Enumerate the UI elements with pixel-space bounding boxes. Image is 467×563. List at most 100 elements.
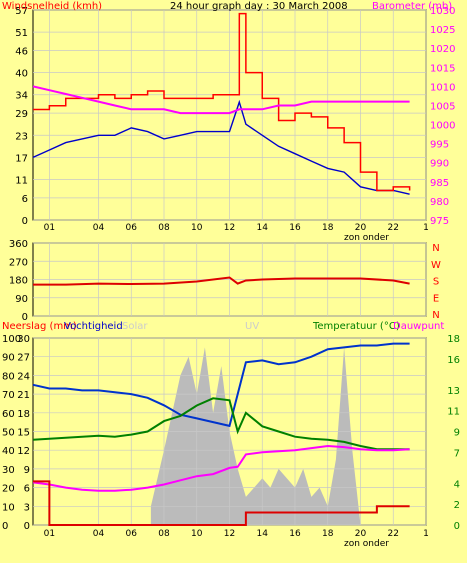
humidity-tick: 40 (2, 446, 15, 457)
y-left-tick: 17 (15, 153, 28, 164)
y-left-tick: 51 (15, 28, 28, 39)
rain-tick: 0 (24, 521, 30, 532)
wind-series (32, 99, 410, 195)
temp-tick: 2 (454, 500, 460, 511)
y-right-tick: 1010 (430, 82, 455, 93)
temperature-axis-label: Temperatuur (°C) (312, 321, 400, 332)
humidity-tick: 80 (2, 371, 15, 382)
sunset-label-panel1: zon onder (344, 233, 389, 243)
y-left-tick: 0 (22, 312, 28, 323)
rain-tick: 12 (17, 446, 30, 457)
x-tick-label: 12 (224, 529, 235, 539)
x-tick-label: 18 (322, 223, 334, 233)
humidity-tick: 50 (2, 428, 15, 439)
solar-axis-label: Solar (122, 321, 148, 332)
panel3-grid (33, 337, 427, 526)
panel3-rain-ticks: 0 3 6 9 12 15 18 21 24 27 30 (17, 334, 30, 532)
temp-tick: 0 (454, 521, 460, 532)
chart-title: 24 hour graph day : 30 March 2008 (170, 1, 348, 12)
humidity-series (32, 342, 410, 428)
y-left-tick: 46 (15, 47, 28, 58)
humidity-tick: 0 (2, 521, 8, 532)
y-left-tick: 6 (22, 194, 28, 205)
y-right-tick: 990 (430, 159, 449, 170)
humidity-tick: 60 (2, 409, 15, 420)
temp-tick: 13 (447, 386, 460, 397)
humidity-tick: 30 (2, 465, 15, 476)
x-tick-label: 06 (126, 529, 138, 539)
x-tick-label: 1 (423, 529, 429, 539)
x-tick-label: 14 (257, 529, 269, 539)
x-tick-label: 20 (355, 529, 367, 539)
x-tick-label: 01 (44, 223, 55, 233)
x-tick-label: 18 (322, 529, 334, 539)
rain-series (33, 480, 410, 526)
y-right-tick: 1000 (430, 121, 455, 132)
panel1-left-ticks: 0 6 11 17 23 29 34 40 46 51 57 (15, 6, 28, 227)
barometer-axis-label: Barometer (mb) (372, 1, 452, 12)
rain-tick: 15 (17, 428, 30, 439)
rain-tick: 6 (24, 484, 30, 495)
solar-area (150, 347, 361, 525)
temp-tick: 16 (447, 355, 460, 366)
direction-letter: W (431, 260, 441, 271)
y-left-tick: 57 (15, 6, 28, 17)
x-tick-label: 08 (158, 529, 170, 539)
temp-tick: 7 (454, 448, 460, 459)
y-left-tick: 0 (22, 216, 28, 227)
humidity-axis-label: Vochtigheid (64, 321, 123, 332)
barometer-series (32, 85, 410, 115)
panel3-series (32, 342, 410, 526)
y-left-tick: 23 (15, 131, 28, 142)
panel3-temp-ticks: 0 2 4 7 9 11 13 16 18 (447, 334, 460, 532)
y-right-tick: 980 (430, 197, 449, 208)
x-tick-label: 1 (423, 223, 429, 233)
y-left-tick: 360 (9, 239, 28, 250)
y-right-tick: 1030 (430, 6, 455, 17)
humidity-tick: 20 (2, 484, 15, 495)
rain-tick: 30 (17, 334, 30, 345)
y-right-tick: 1025 (430, 25, 455, 36)
rain-tick: 3 (24, 502, 30, 513)
y-left-tick: 34 (15, 91, 28, 102)
y-right-tick: 985 (430, 178, 449, 189)
panel3-humidity-ticks: 0 10 20 30 40 50 60 70 80 90 100 (2, 334, 21, 532)
solar-area-shape (150, 347, 361, 525)
x-tick-label: 16 (289, 223, 301, 233)
temp-tick: 4 (454, 479, 460, 490)
x-tick-label: 20 (355, 223, 367, 233)
x-tick-label: 10 (191, 223, 203, 233)
temperature-series (32, 397, 410, 451)
dewpoint-series (32, 444, 410, 492)
y-left-tick: 40 (15, 69, 28, 80)
y-right-tick: 975 (430, 216, 449, 227)
y-left-tick: 11 (15, 175, 28, 186)
sunset-label-panel3: zon onder (344, 539, 389, 549)
temp-tick: 11 (447, 407, 460, 418)
y-right-tick: 995 (430, 140, 449, 151)
x-tick-label: 06 (126, 223, 138, 233)
y-left-tick: 180 (9, 276, 28, 287)
x-tick-label: 12 (224, 223, 235, 233)
direction-letter: N (432, 310, 439, 321)
humidity-tick: 100 (2, 334, 21, 345)
y-left-tick: 29 (15, 109, 28, 120)
temp-tick: 18 (447, 334, 460, 345)
x-tick-label: 04 (93, 529, 105, 539)
gust-series (33, 12, 411, 192)
dewpoint-axis-label: Dauwpunt (393, 321, 444, 332)
panel1-series (32, 12, 411, 195)
panel3-x-ticks: 01 04 06 08 10 12 14 16 18 20 22 1 (44, 529, 429, 539)
temp-tick: 9 (454, 428, 460, 439)
rain-tick: 27 (17, 353, 30, 364)
panel2-series (33, 276, 410, 286)
direction-letter: S (433, 277, 439, 288)
rain-axis-label: Neerslag (mm) (2, 321, 77, 332)
rain-tick: 9 (24, 465, 30, 476)
x-tick-label: 22 (388, 529, 399, 539)
